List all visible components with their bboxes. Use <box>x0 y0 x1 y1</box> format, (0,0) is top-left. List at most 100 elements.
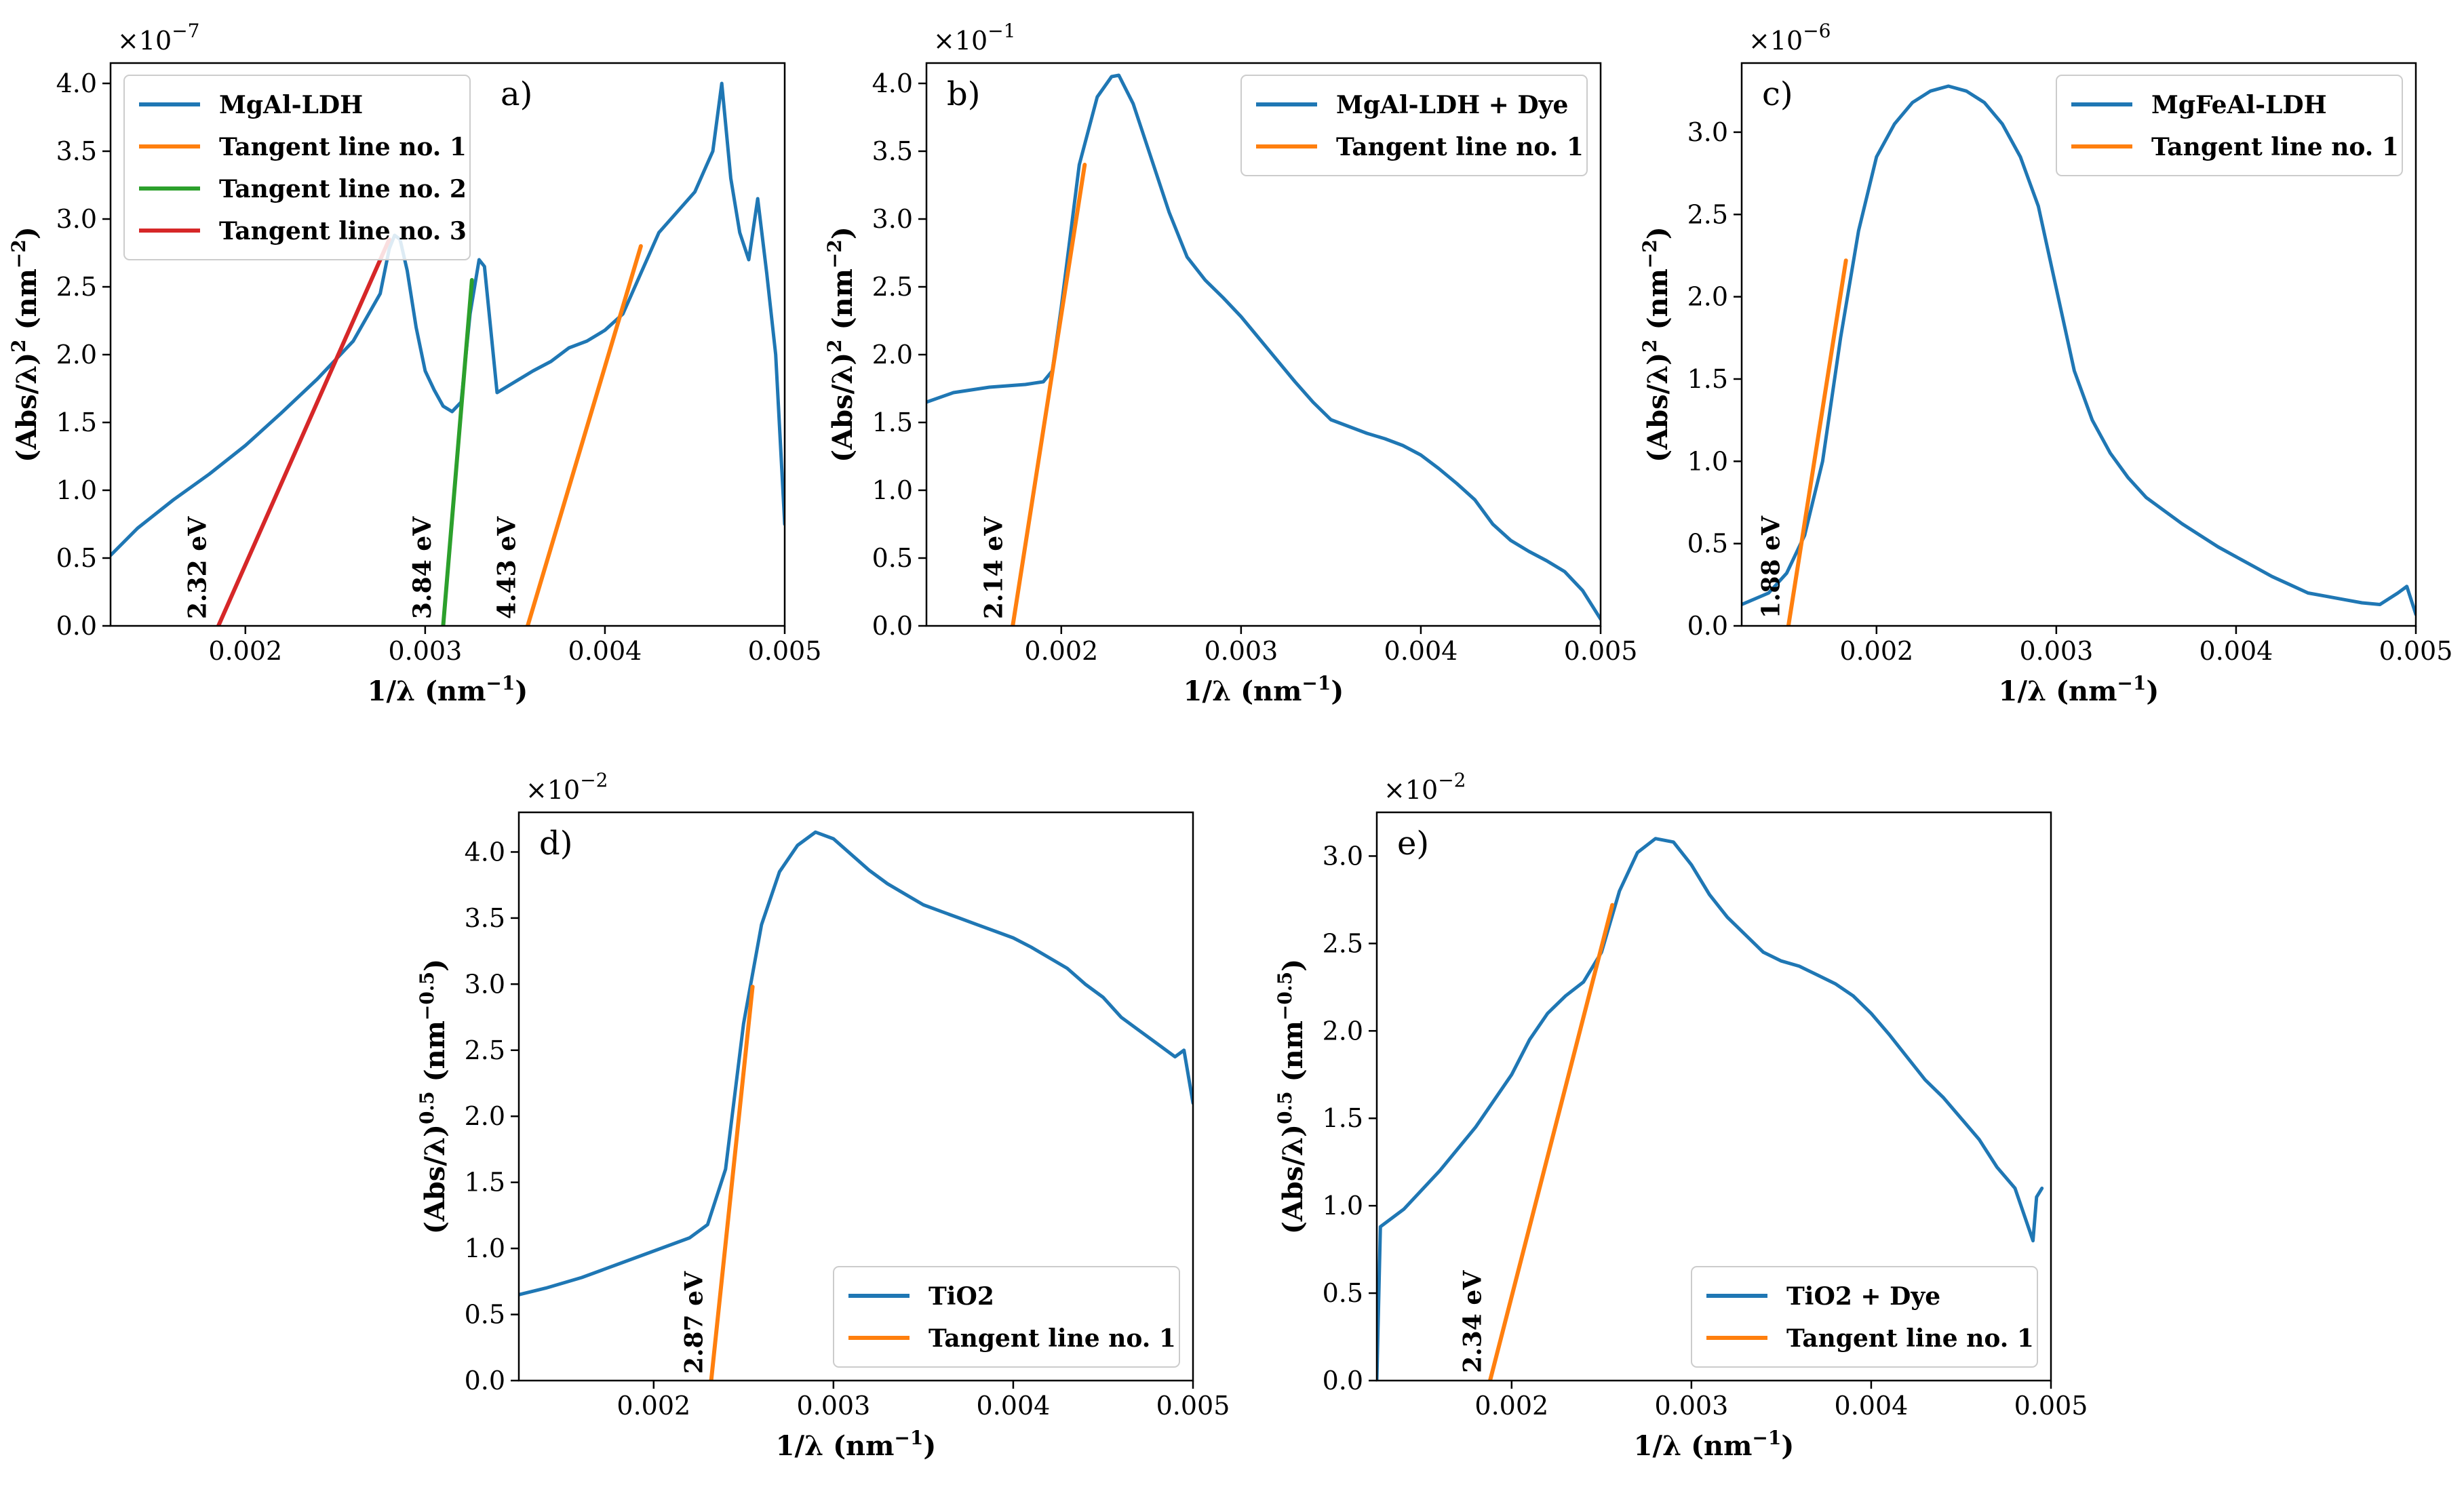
y-tick-label: 2.0 <box>465 1101 505 1131</box>
x-axis-label: 1/λ (nm−1) <box>368 672 528 707</box>
y-tick-label: 1.5 <box>56 408 97 437</box>
chart-panel-e: 0.002 0.003 0.004 0.005 0.0 0.5 1.0 1.5 2.0 2.5 3.… <box>1274 769 2088 1462</box>
x-tick-label: 0.002 <box>1024 636 1098 666</box>
legend: TiO2 + Dye Tangent line no. 1 <box>1691 1266 2038 1368</box>
y-tick-label: 1.5 <box>872 408 913 437</box>
y-tick-label: 1.0 <box>1323 1191 1363 1221</box>
axes-frame <box>1740 62 2417 627</box>
y-tick-label: 0.5 <box>1323 1278 1363 1308</box>
y-axis-label: (Abs/λ)2 (nm−2) <box>823 226 859 462</box>
x-tick-label: 0.004 <box>1835 1391 1909 1421</box>
y-tick-label: 4.0 <box>465 837 505 867</box>
y-axis-label: (Abs/λ)2 (nm−2) <box>1639 226 1674 462</box>
panel-label: e) <box>1397 825 1429 863</box>
panel-label: d) <box>539 825 572 863</box>
y-tick-label: 3.0 <box>465 969 505 999</box>
y-tick-label: 3.0 <box>872 204 913 234</box>
legend-entry: Tangent line no. 3 <box>219 217 467 245</box>
y-tick-label: 1.0 <box>56 475 97 505</box>
y-tick-label: 2.5 <box>1323 928 1363 958</box>
y-tick-label: 2.0 <box>1687 282 1728 312</box>
series-line-0 <box>1377 837 2044 1381</box>
y-tick-label: 2.5 <box>56 272 97 302</box>
x-tick-label: 0.004 <box>1384 636 1458 666</box>
axes-frame <box>925 62 1602 627</box>
x-tick-label: 0.004 <box>568 636 642 666</box>
x-tick-label: 0.003 <box>1654 1391 1728 1421</box>
y-tick-label: 2.5 <box>465 1035 505 1065</box>
exponent-base: ×10 <box>1748 26 1803 56</box>
y-tick-label: 1.0 <box>465 1233 505 1263</box>
exponent-base: ×10 <box>933 26 987 56</box>
exponent-base: ×10 <box>1384 775 1438 805</box>
legend-box <box>2056 75 2403 176</box>
y-tick-label: 1.5 <box>1323 1103 1363 1133</box>
y-tick-label: 3.0 <box>1323 841 1363 871</box>
y-tick-label: 0.5 <box>872 543 913 573</box>
axis-exponent: ×10−1 <box>933 20 1015 56</box>
y-tick-label: 1.0 <box>1687 446 1728 476</box>
x-tick-label: 0.002 <box>1839 636 1913 666</box>
chart-panel-b: 0.002 0.003 0.004 0.005 0.0 0.5 1.0 1.5 2.0 2.5 3.… <box>823 20 1637 707</box>
x-tick-label: 0.005 <box>748 636 822 666</box>
legend-entry: MgAl-LDH + Dye <box>1336 91 1568 119</box>
y-tick-label: 0.5 <box>465 1300 505 1330</box>
legend-entry: MgAl-LDH <box>219 91 363 119</box>
y-axis-label: (Abs/λ)0.5 (nm−0.5) <box>1274 959 1309 1234</box>
exponent-base: ×10 <box>117 26 172 56</box>
y-tick-label: 3.0 <box>56 204 97 234</box>
bandgap-annotation: 3.84 eV <box>408 516 437 619</box>
x-tick-label: 0.005 <box>1156 1391 1230 1421</box>
axes-frame <box>109 62 786 627</box>
legend: TiO2 Tangent line no. 1 <box>833 1266 1180 1368</box>
axis-exponent: ×10−2 <box>526 769 608 805</box>
x-tick-label: 0.003 <box>2019 636 2093 666</box>
y-tick-label: 0.0 <box>465 1366 505 1395</box>
axis-exponent: ×10−7 <box>117 20 199 56</box>
x-axis-label: 1/λ (nm−1) <box>776 1427 937 1462</box>
series-line-3 <box>216 237 391 626</box>
axes-frame <box>517 811 1194 1382</box>
series-line-1 <box>1011 163 1087 626</box>
bandgap-annotation: 2.32 eV <box>183 516 212 619</box>
legend-entry: Tangent line no. 1 <box>219 133 467 161</box>
legend-entry: Tangent line no. 1 <box>928 1324 1176 1353</box>
x-tick-label: 0.003 <box>388 636 462 666</box>
exponent-power: −2 <box>580 769 608 791</box>
exponent-power: −7 <box>172 20 199 42</box>
panel-label: c) <box>1762 75 1793 113</box>
legend-box <box>123 75 471 260</box>
y-tick-label: 3.5 <box>56 136 97 166</box>
x-tick-label: 0.004 <box>2199 636 2273 666</box>
y-tick-label: 2.0 <box>56 340 97 370</box>
plot-area <box>1377 837 2044 1381</box>
series-line-1 <box>1488 903 1615 1381</box>
x-tick-label: 0.004 <box>977 1391 1051 1421</box>
series-line-0 <box>519 830 1193 1296</box>
y-tick-label: 2.0 <box>872 340 913 370</box>
chart-panel-c: 0.002 0.003 0.004 0.005 0.0 0.5 1.0 1.5 2.0 2.5 3.… <box>1639 20 2452 707</box>
y-tick-label: 0.0 <box>1323 1366 1363 1395</box>
plot-area <box>926 73 1601 626</box>
y-tick-label: 2.5 <box>872 272 913 302</box>
y-tick-label: 3.0 <box>1687 117 1728 147</box>
x-axis-label: 1/λ (nm−1) <box>1999 672 2159 707</box>
exponent-power: −6 <box>1803 20 1831 42</box>
plot-area <box>111 81 785 626</box>
x-axis-label: 1/λ (nm−1) <box>1634 1427 1795 1462</box>
series-line-1 <box>709 985 755 1381</box>
y-tick-label: 1.5 <box>465 1168 505 1197</box>
x-tick-label: 0.002 <box>1474 1391 1548 1421</box>
y-tick-label: 1.5 <box>1687 364 1728 394</box>
y-axis-label: (Abs/λ)2 (nm−2) <box>7 226 43 462</box>
panel-label: a) <box>501 75 532 113</box>
axis-exponent: ×10−6 <box>1748 20 1831 56</box>
exponent-base: ×10 <box>526 775 580 805</box>
legend-box <box>833 1266 1180 1368</box>
series-line-1 <box>1786 258 1848 626</box>
series-line-0 <box>111 81 785 557</box>
y-tick-label: 3.5 <box>465 903 505 933</box>
axis-exponent: ×10−2 <box>1384 769 1466 805</box>
legend-entry: Tangent line no. 2 <box>219 175 467 203</box>
